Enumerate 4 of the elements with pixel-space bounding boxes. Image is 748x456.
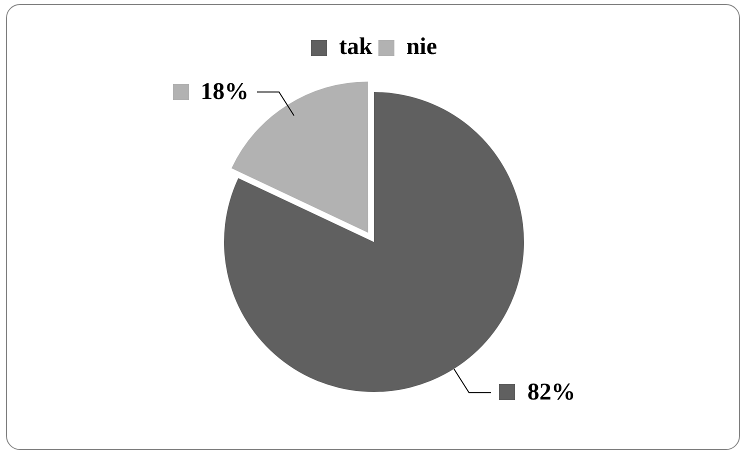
- legend-label: nie: [406, 34, 438, 60]
- data-label: 82%: [527, 379, 576, 406]
- legend-label: tak: [338, 34, 373, 60]
- data-label: 18%: [200, 78, 249, 105]
